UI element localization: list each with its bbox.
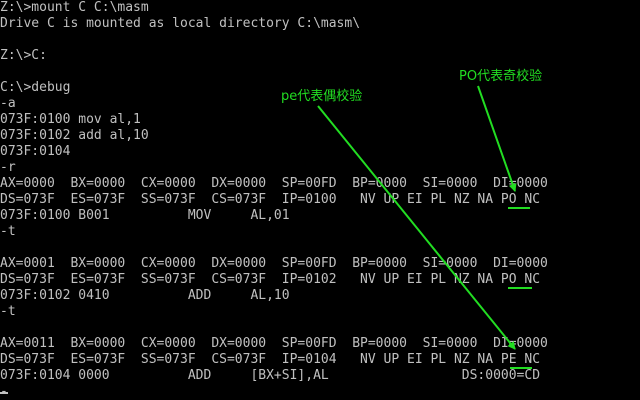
disassembly-line: 073F:0102 0410 ADD AL,10 — [0, 288, 290, 303]
terminal-line: 073F:0102 add al,10 — [0, 128, 149, 143]
terminal-line: C:\>debug — [0, 80, 71, 95]
po-annotation-label: PO代表奇校验 — [459, 69, 543, 84]
terminal-line: -t — [0, 224, 16, 239]
terminal-line: -a — [0, 96, 16, 111]
pe-arrow — [317, 105, 516, 350]
disassembly-line: 073F:0104 0000 ADD [BX+SI],AL DS:0000=CD — [0, 368, 541, 383]
pe-annotation-label: pe代表偶校验 — [281, 89, 363, 104]
terminal-line: 073F:0104 — [0, 144, 71, 159]
flags-line: DS=073F ES=073F SS=073F CS=073F IP=0102 … — [0, 272, 541, 287]
terminal-line: -r — [0, 160, 16, 175]
terminal-line: 073F:0100 mov al,1 — [0, 112, 141, 127]
flags-line: DS=073F ES=073F SS=073F CS=073F IP=0104 … — [0, 352, 541, 367]
terminal-line: Drive C is mounted as local directory C:… — [0, 16, 361, 31]
command-prompt-line: - — [0, 384, 8, 400]
terminal-line: Z:\>mount C C:\masm — [0, 0, 149, 15]
terminal-line: -t — [0, 304, 16, 319]
text-cursor — [0, 392, 8, 394]
terminal-line: Z:\>C: — [0, 48, 47, 63]
disassembly-line: 073F:0100 B001 MOV AL,01 — [0, 208, 290, 223]
flags-line: DS=073F ES=073F SS=073F CS=073F IP=0100 … — [0, 192, 541, 207]
register-dump-line: AX=0011 BX=0000 CX=0000 DX=0000 SP=00FD … — [0, 336, 548, 351]
register-dump-line: AX=0001 BX=0000 CX=0000 DX=0000 SP=00FD … — [0, 256, 548, 271]
register-dump-line: AX=0000 BX=0000 CX=0000 DX=0000 SP=00FD … — [0, 176, 548, 191]
